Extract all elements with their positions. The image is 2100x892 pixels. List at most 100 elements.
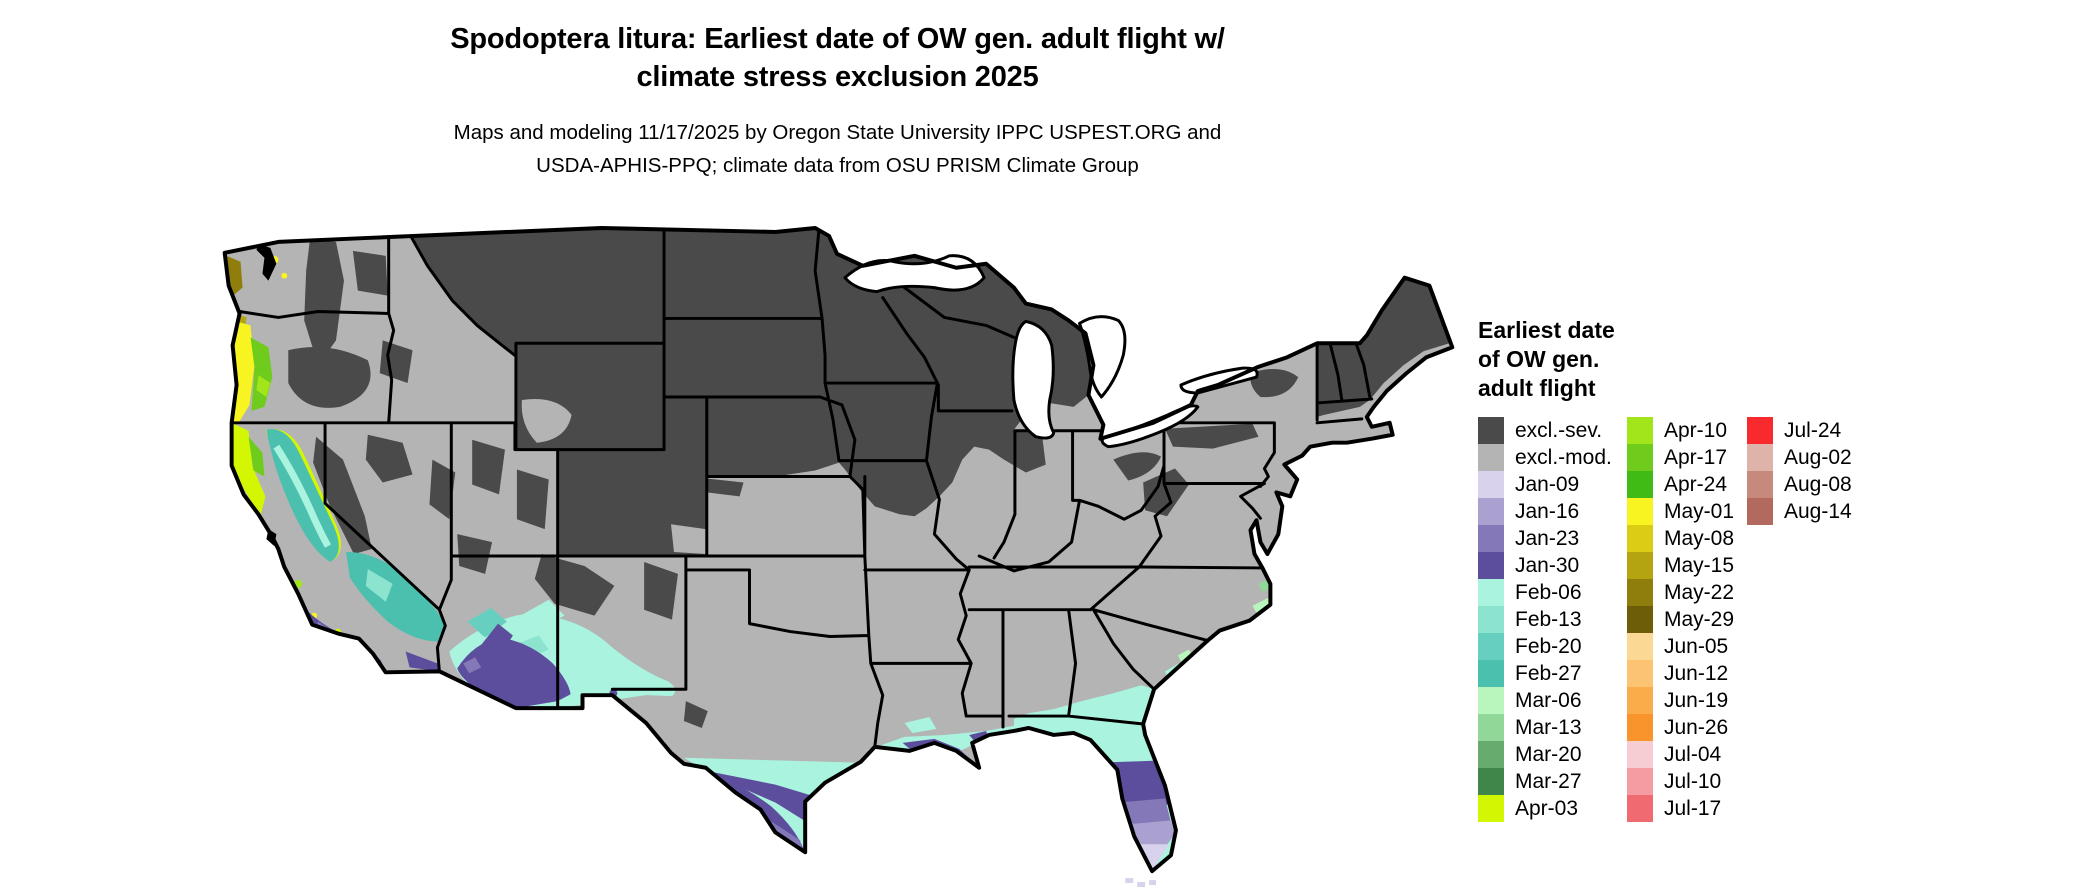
legend-label-jun12: Jun-12 <box>1664 661 1729 685</box>
region-excl-severe-north <box>409 227 1094 557</box>
legend-item-jan30: Jan-30 <box>1478 552 1627 579</box>
legend-swatch-may01 <box>1627 498 1653 525</box>
legend-item-excl_sev: excl.-sev. <box>1478 417 1627 444</box>
legend-label-feb27: Feb-27 <box>1515 661 1582 685</box>
lake-huron <box>1078 315 1127 399</box>
legend-title-line2: of OW gen. <box>1478 346 1600 372</box>
legend-label-feb13: Feb-13 <box>1515 607 1582 631</box>
legend-item-mar27: Mar-27 <box>1478 768 1627 795</box>
legend-label-mar20: Mar-20 <box>1515 742 1582 766</box>
subtitle-line2: USDA-APHIS-PPQ; climate data from OSU PR… <box>536 154 1139 177</box>
legend-item-jul10: Jul-10 <box>1627 768 1747 795</box>
legend-item-mar20: Mar-20 <box>1478 741 1627 768</box>
legend-label-may01: May-01 <box>1664 499 1735 523</box>
legend-label-jul04: Jul-04 <box>1664 742 1722 766</box>
legend-item-feb13: Feb-13 <box>1478 606 1627 633</box>
legend-label-jan16: Jan-16 <box>1515 499 1580 523</box>
legend-item-jul04: Jul-04 <box>1627 741 1747 768</box>
legend-swatch-mar06 <box>1478 687 1504 714</box>
legend-swatch-jun26 <box>1627 714 1653 741</box>
legend-swatch-feb27 <box>1478 660 1504 687</box>
region-az-purple <box>457 637 571 709</box>
legend-item-excl_mod: excl.-mod. <box>1478 444 1627 471</box>
legend-item-mar13: Mar-13 <box>1478 714 1627 741</box>
legend-label-aug02: Aug-02 <box>1784 445 1852 469</box>
legend-label-jul17: Jul-17 <box>1664 796 1722 820</box>
legend-title-line3: adult flight <box>1478 375 1596 401</box>
legend-swatch-may08 <box>1627 525 1653 552</box>
subtitle-line1: Maps and modeling 11/17/2025 by Oregon S… <box>453 121 1222 144</box>
legend-label-may29: May-29 <box>1664 607 1735 631</box>
legend-label-apr17: Apr-17 <box>1664 445 1728 469</box>
legend-columns: excl.-sev. excl.-mod. Jan-09 Jan-16 Jan-23 Ja… <box>1478 417 1958 822</box>
legend-swatch-aug14 <box>1747 498 1773 525</box>
legend-label-excl_sev: excl.-sev. <box>1515 418 1603 442</box>
legend-label-may15: May-15 <box>1664 553 1735 577</box>
legend-swatch-jul04 <box>1627 741 1653 768</box>
legend-item-jun19: Jun-19 <box>1627 687 1747 714</box>
legend-item-feb27: Feb-27 <box>1478 660 1627 687</box>
legend-label-may08: May-08 <box>1664 526 1735 550</box>
legend-item-jan09: Jan-09 <box>1478 471 1627 498</box>
legend-label-jun26: Jun-26 <box>1664 715 1729 739</box>
legend-swatch-excl_mod <box>1478 444 1504 471</box>
legend-item-apr17: Apr-17 <box>1627 444 1747 471</box>
legend-item-may15: May-15 <box>1627 552 1747 579</box>
legend-swatch-apr24 <box>1627 471 1653 498</box>
legend-swatch-feb13 <box>1478 606 1504 633</box>
legend-swatch-jul24 <box>1747 417 1773 444</box>
lake-michigan <box>1011 319 1056 440</box>
legend-label-jul10: Jul-10 <box>1664 769 1722 793</box>
legend-item-may29: May-29 <box>1627 606 1747 633</box>
legend-label-feb06: Feb-06 <box>1515 580 1582 604</box>
legend-swatch-jun05 <box>1627 633 1653 660</box>
legend-title-line1: Earliest date <box>1478 317 1615 343</box>
legend-label-mar13: Mar-13 <box>1515 715 1582 739</box>
legend-label-mar27: Mar-27 <box>1515 769 1582 793</box>
legend-label-mar06: Mar-06 <box>1515 688 1582 712</box>
legend-swatch-jun19 <box>1627 687 1653 714</box>
legend-swatch-aug02 <box>1747 444 1773 471</box>
legend-item-may22: May-22 <box>1627 579 1747 606</box>
legend-swatch-apr10 <box>1627 417 1653 444</box>
page-title-line1: Spodoptera litura: Earliest date of OW g… <box>450 23 1225 55</box>
legend-swatch-jan16 <box>1478 498 1504 525</box>
legend-label-apr03: Apr-03 <box>1515 796 1579 820</box>
legend-label-feb20: Feb-20 <box>1515 634 1582 658</box>
legend-swatch-mar27 <box>1478 768 1504 795</box>
legend-item-jul17: Jul-17 <box>1627 795 1747 822</box>
legend-swatch-mar20 <box>1478 741 1504 768</box>
legend-swatch-may29 <box>1627 606 1653 633</box>
legend-label-aug14: Aug-14 <box>1784 499 1852 523</box>
legend-label-jun19: Jun-19 <box>1664 688 1729 712</box>
legend-swatch-jun12 <box>1627 660 1653 687</box>
legend-swatch-jan23 <box>1478 525 1504 552</box>
legend-label-jan23: Jan-23 <box>1515 526 1580 550</box>
legend-item-jan23: Jan-23 <box>1478 525 1627 552</box>
map-legend: Earliest date of OW gen. adult flight ex… <box>1478 316 1958 822</box>
legend-item-jan16: Jan-16 <box>1478 498 1627 525</box>
legend-item-apr10: Apr-10 <box>1627 417 1747 444</box>
legend-item-jun05: Jun-05 <box>1627 633 1747 660</box>
legend-item-mar06: Mar-06 <box>1478 687 1627 714</box>
map-data-layers <box>226 227 1450 872</box>
legend-swatch-jul10 <box>1627 768 1653 795</box>
legend-swatch-feb06 <box>1478 579 1504 606</box>
legend-label-jan09: Jan-09 <box>1515 472 1580 496</box>
legend-item-aug02: Aug-02 <box>1747 444 1897 471</box>
legend-swatch-may22 <box>1627 579 1653 606</box>
legend-item-aug08: Aug-08 <box>1747 471 1897 498</box>
legend-item-jun12: Jun-12 <box>1627 660 1747 687</box>
us-choropleth-map <box>215 226 1455 892</box>
legend-item-may01: May-01 <box>1627 498 1747 525</box>
legend-label-jan30: Jan-30 <box>1515 553 1580 577</box>
legend-column-3: Jul-24 Aug-02 Aug-08 Aug-14 <box>1747 417 1897 822</box>
legend-item-apr24: Apr-24 <box>1627 471 1747 498</box>
legend-label-jul24: Jul-24 <box>1784 418 1842 442</box>
legend-swatch-mar13 <box>1478 714 1504 741</box>
legend-label-apr10: Apr-10 <box>1664 418 1728 442</box>
page-title-line2: climate stress exclusion 2025 <box>636 61 1039 93</box>
legend-swatch-excl_sev <box>1478 417 1504 444</box>
legend-item-jun26: Jun-26 <box>1627 714 1747 741</box>
